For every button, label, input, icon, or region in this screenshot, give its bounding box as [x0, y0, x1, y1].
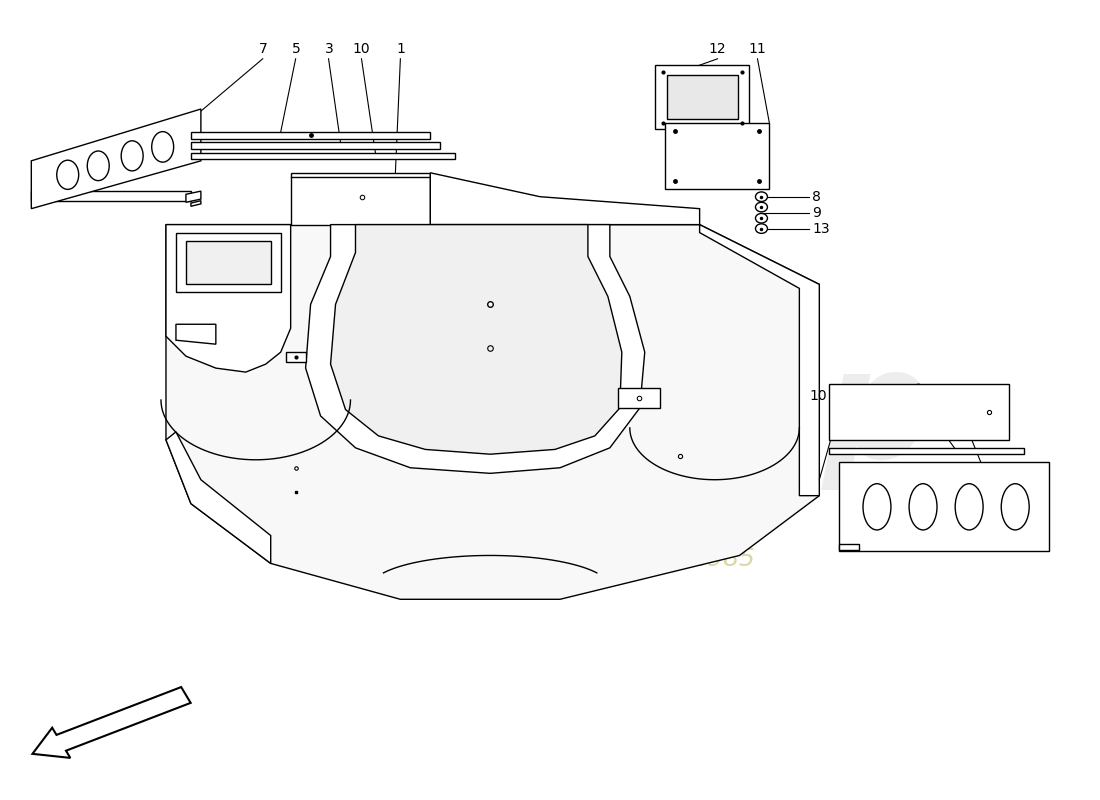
- Ellipse shape: [1001, 484, 1030, 530]
- Polygon shape: [191, 201, 201, 206]
- Ellipse shape: [121, 141, 143, 171]
- Text: europ: europ: [430, 342, 933, 490]
- Text: 10: 10: [353, 42, 371, 56]
- Polygon shape: [191, 153, 455, 159]
- Ellipse shape: [909, 484, 937, 530]
- Polygon shape: [186, 191, 201, 202]
- Polygon shape: [166, 225, 290, 372]
- Polygon shape: [191, 132, 430, 138]
- Polygon shape: [191, 142, 440, 149]
- Ellipse shape: [57, 160, 79, 190]
- Text: 8: 8: [812, 190, 822, 204]
- Polygon shape: [166, 225, 820, 599]
- Text: 11: 11: [749, 42, 767, 56]
- Polygon shape: [306, 225, 645, 474]
- Polygon shape: [654, 65, 749, 129]
- Text: 3: 3: [326, 42, 334, 56]
- Polygon shape: [829, 448, 1024, 454]
- Text: 10: 10: [810, 389, 827, 403]
- Circle shape: [756, 192, 768, 202]
- Polygon shape: [829, 384, 1009, 440]
- Text: 7: 7: [260, 42, 268, 56]
- Polygon shape: [618, 388, 660, 408]
- Polygon shape: [31, 191, 191, 201]
- Text: 6: 6: [955, 389, 964, 403]
- Text: 4: 4: [915, 389, 924, 403]
- Ellipse shape: [864, 484, 891, 530]
- Ellipse shape: [87, 151, 109, 181]
- Circle shape: [756, 202, 768, 212]
- Polygon shape: [31, 109, 201, 209]
- Polygon shape: [166, 432, 271, 563]
- Circle shape: [756, 224, 768, 234]
- Ellipse shape: [152, 132, 174, 162]
- Text: 13: 13: [812, 222, 830, 235]
- Polygon shape: [664, 123, 769, 189]
- Text: a passion for cars since 1985: a passion for cars since 1985: [389, 547, 755, 571]
- Ellipse shape: [955, 484, 983, 530]
- Text: 1: 1: [396, 42, 405, 56]
- Polygon shape: [430, 173, 700, 225]
- Polygon shape: [667, 74, 737, 119]
- FancyArrow shape: [33, 687, 190, 758]
- Polygon shape: [331, 225, 622, 454]
- Text: 12: 12: [708, 42, 726, 56]
- Polygon shape: [700, 225, 820, 496]
- Polygon shape: [839, 462, 1048, 551]
- Text: 9: 9: [812, 206, 822, 220]
- Circle shape: [756, 214, 768, 223]
- Polygon shape: [286, 352, 306, 362]
- Polygon shape: [186, 241, 271, 285]
- Polygon shape: [176, 233, 280, 292]
- Polygon shape: [176, 324, 216, 344]
- Polygon shape: [839, 543, 859, 550]
- Polygon shape: [290, 173, 430, 225]
- Text: 2: 2: [876, 389, 884, 403]
- Text: 5: 5: [293, 42, 301, 56]
